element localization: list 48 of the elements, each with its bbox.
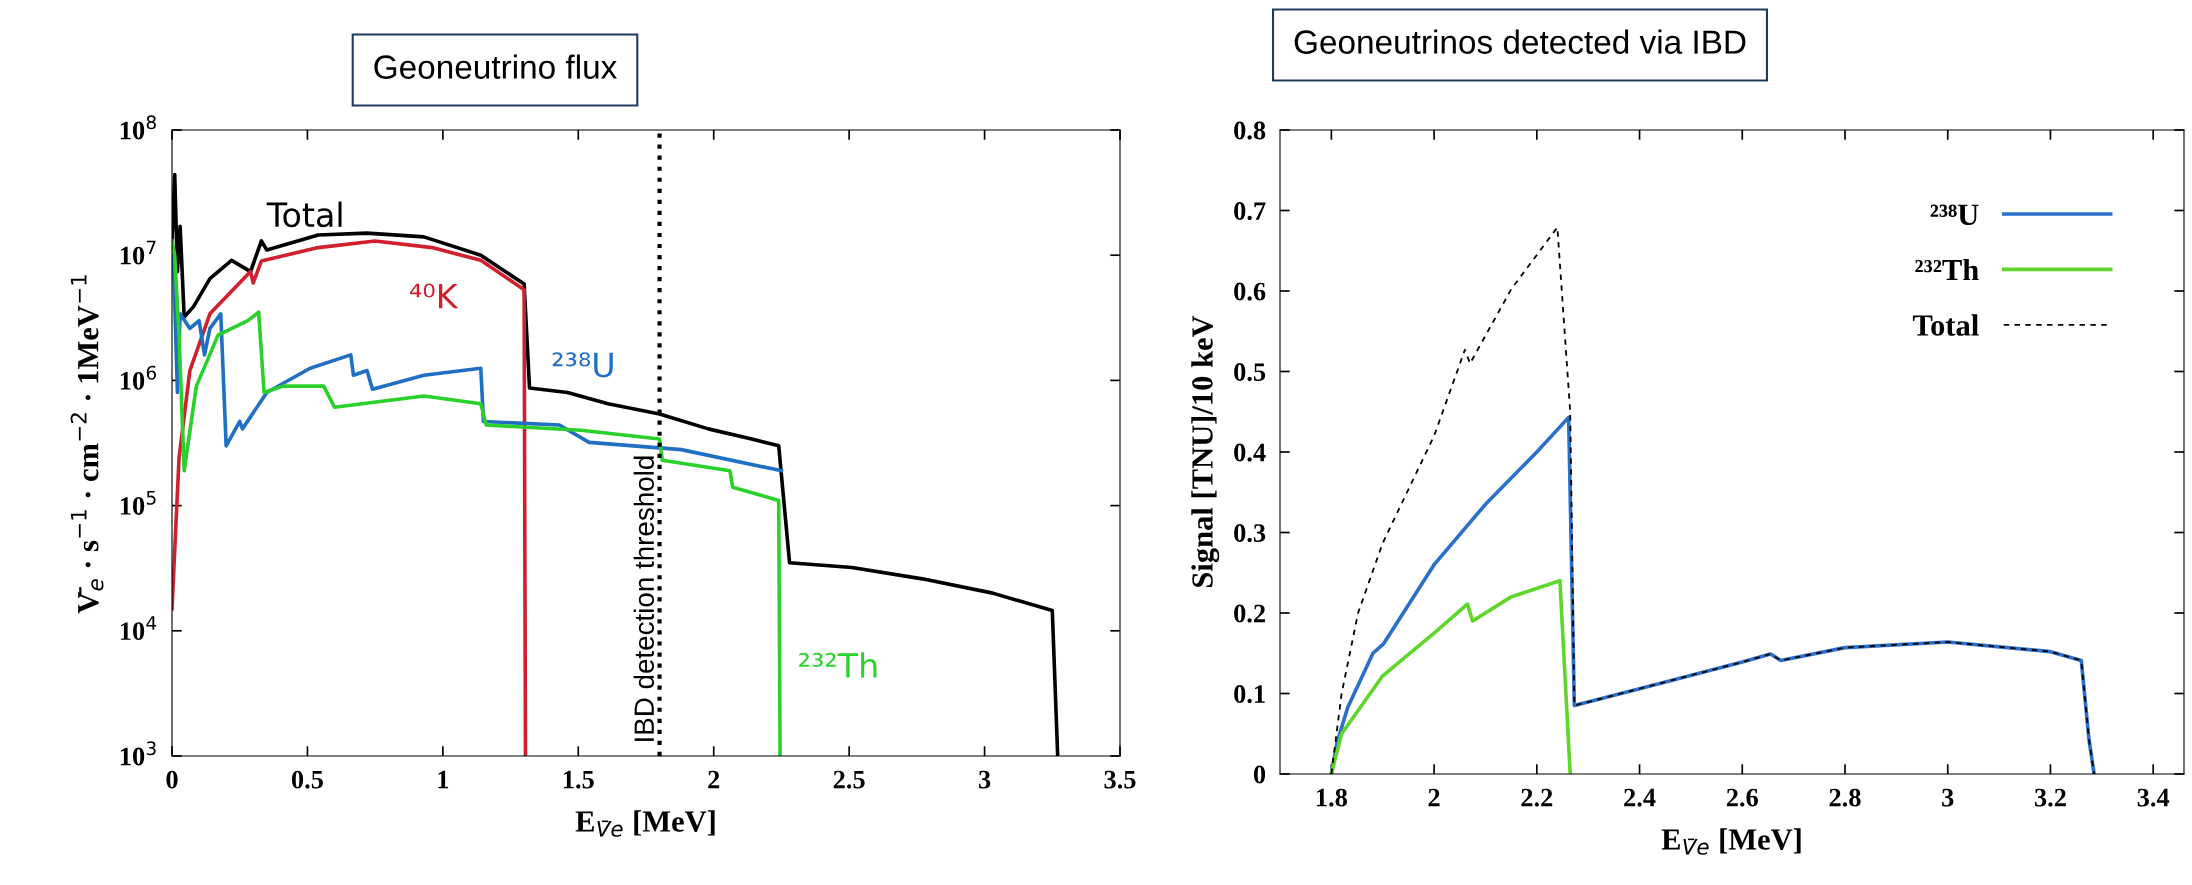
y-tick-label: 10$^{3}$ [120,741,156,766]
x-tick-label: 1 [438,770,449,789]
y-tick-label: 0.1 [1234,685,1265,704]
y-tick-label: 0.7 [1234,202,1266,221]
line-series [172,239,782,756]
y-tick-label: 10$^{7}$ [120,240,156,265]
x-tick-label: 1.8 [1316,788,1347,807]
y-tick-label: 10$^{8}$ [120,115,156,140]
series-label: ²³⁸U [552,352,613,378]
x-tick-label: 3.4 [2137,788,2170,807]
legend-label: Total [1912,314,1979,336]
y-tick-label: 0.5 [1234,363,1266,382]
x-tick-label: 3 [1942,788,1954,807]
ref-line-label: IBD detection threshold [633,456,655,741]
y-axis-title: Signal [TNU]/10 keV [1191,315,1220,588]
x-tick-label: 1.5 [563,770,594,789]
x-tick-label: 2 [1428,788,1440,807]
x-tick-label: 0 [166,770,178,789]
x-tick-label: 2.2 [1521,788,1553,807]
line-series [1329,578,1573,774]
chart-title: Geoneutrino flux [374,54,617,79]
y-tick-label: 0.2 [1234,604,1265,623]
x-tick-label: 2.8 [1829,788,1861,807]
x-tick-label: 2.5 [833,770,865,789]
y-tick-label: 0.3 [1234,524,1266,543]
x-tick-label: 3 [978,770,991,789]
legend-label: ²³²Th [1915,258,1979,281]
x-tick-label: 2.4 [1624,788,1656,807]
y-tick-label: 10$^{6}$ [120,365,157,390]
series-label: ²³²Th [799,652,877,678]
x-tick-label: 3.2 [2034,788,2066,807]
x-tick-label: 2 [708,770,720,789]
x-tick-label: 2.6 [1726,788,1758,807]
x-tick-label: 0.5 [291,770,323,789]
y-tick-label: 10$^{5}$ [120,491,156,515]
y-tick-label: 10$^{4}$ [120,616,157,641]
y-tick-label: 0.6 [1234,282,1266,301]
series-label: Total [266,201,342,228]
x-axis-title: E$_{V̄e}$ [MeV] [575,810,715,837]
x-axis-title: E$_{V̄e}$ [MeV] [1661,828,1801,855]
y-tick-label: 0.4 [1234,443,1266,462]
series-label: ⁴⁰K [410,283,459,309]
legend-label: ²³⁸U [1930,204,1979,225]
y-tick-label: 0.8 [1234,121,1266,140]
line-series [172,239,528,756]
x-tick-label: 3.5 [1104,770,1136,789]
y-axis-title: V̄$_{e}$ · s$^{−1}$ · cm$^{−2}$ · 1MeV$^{−1}$ [70,275,104,614]
chart-title: Geoneutrinos detected via IBD [1294,29,1746,54]
